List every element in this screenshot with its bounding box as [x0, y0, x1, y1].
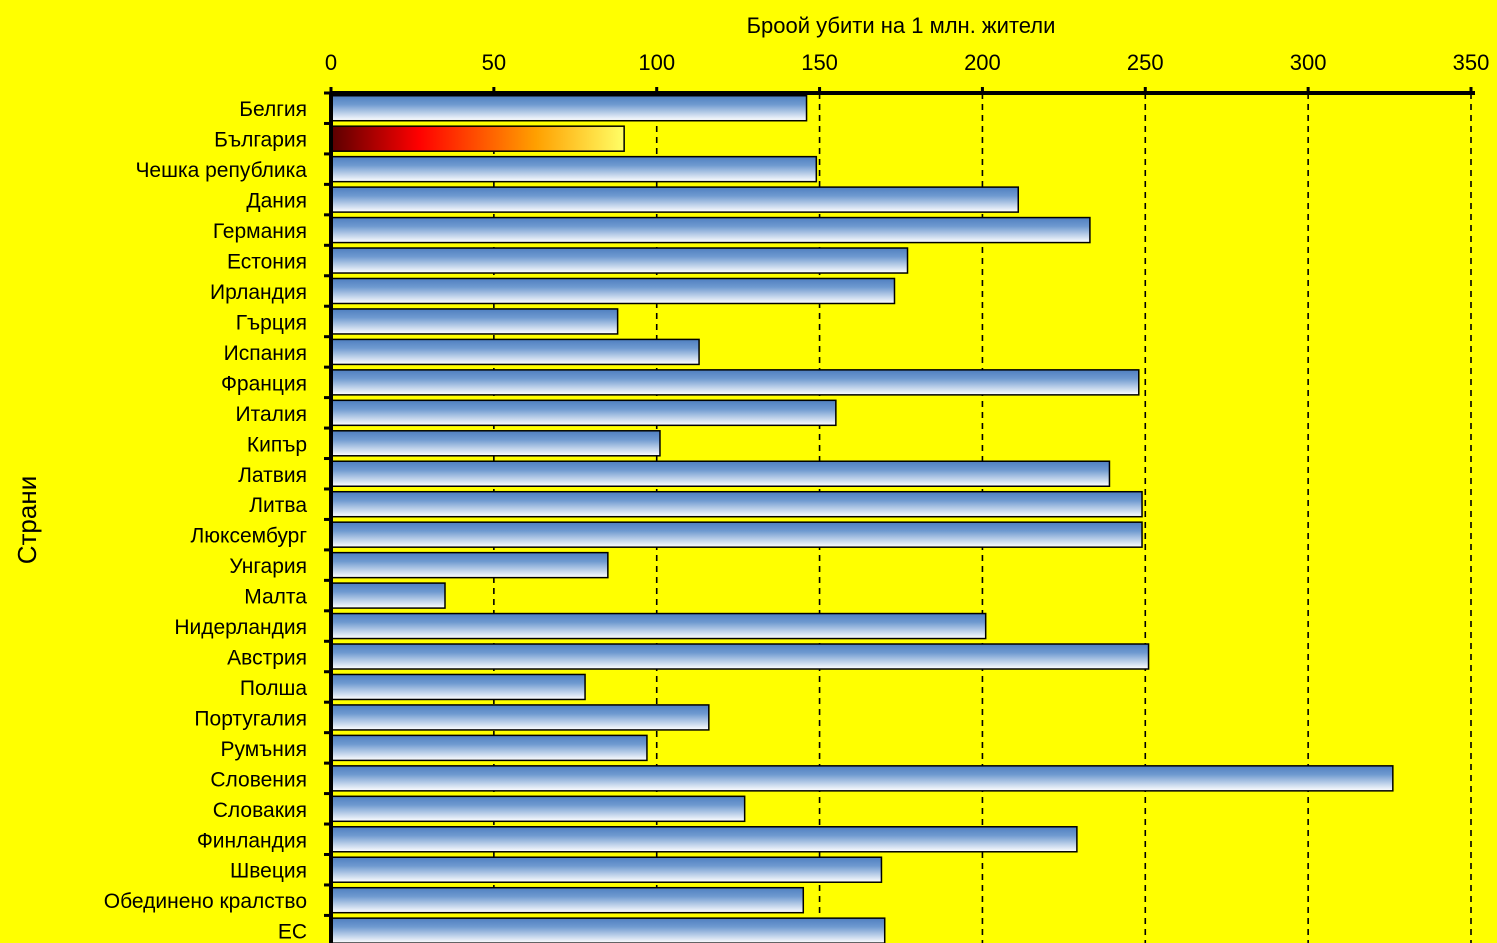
bar-8 [330, 338, 700, 366]
bar-6 [330, 277, 896, 305]
category-label-3: Дания [246, 190, 307, 213]
bar-18 [330, 643, 1150, 670]
category-label-25: Швеция [230, 860, 307, 883]
category-label-1: България [214, 129, 307, 152]
bar-1 [330, 125, 625, 152]
category-label-4: Германия [213, 220, 307, 243]
x-tick-label-150: 150 [801, 50, 838, 75]
bar-20 [330, 704, 710, 731]
x-tick-label-50: 50 [482, 50, 506, 75]
bar-12 [330, 460, 1111, 487]
category-label-0: Белгия [239, 98, 307, 121]
bar-25 [330, 856, 883, 883]
category-label-7: Гърция [236, 311, 307, 334]
axes-group [324, 87, 1475, 943]
category-label-19: Полша [240, 677, 307, 700]
category-label-8: Испания [224, 342, 307, 365]
category-label-10: Италия [235, 403, 307, 426]
category-label-24: Финландия [197, 829, 307, 852]
bar-26 [330, 886, 805, 914]
bar-22 [330, 765, 1394, 792]
bars-group [330, 94, 1394, 943]
x-tick-label-200: 200 [964, 50, 1001, 75]
bar-17 [330, 612, 987, 640]
category-label-23: Словакия [213, 799, 307, 822]
category-label-22: Словения [210, 768, 307, 791]
x-tick-labels: 0 50 100 150 200 250 300 350 [325, 50, 1489, 75]
x-tick-label-0: 0 [325, 50, 337, 75]
category-label-9: Франция [221, 372, 307, 395]
bar-11 [330, 430, 661, 457]
category-label-6: Ирландия [210, 281, 307, 304]
category-label-2: Чешка република [135, 159, 307, 182]
category-label-12: Латвия [238, 464, 307, 487]
x-axis-title: Броой убити на 1 млн. жители [747, 13, 1056, 38]
category-label-17: Нидерландия [174, 616, 307, 639]
bar-14 [330, 521, 1143, 548]
category-label-20: Португалия [194, 707, 307, 730]
bar-16 [330, 582, 446, 609]
bar-4 [330, 216, 1091, 244]
bar-9 [330, 369, 1140, 396]
bar-15 [330, 551, 609, 579]
bar-0 [330, 94, 808, 122]
category-label-26: Обединено кралство [104, 890, 307, 913]
x-tick-label-250: 250 [1127, 50, 1164, 75]
category-label-18: Австрия [227, 647, 307, 670]
category-label-27: ЕС [278, 921, 307, 943]
bar-3 [330, 186, 1020, 213]
category-label-5: Естония [227, 251, 307, 274]
category-label-15: Унгария [229, 555, 307, 578]
category-label-21: Румъния [220, 738, 307, 761]
x-tick-label-300: 300 [1290, 50, 1327, 75]
bar-21 [330, 734, 648, 762]
bar-23 [330, 795, 746, 823]
y-axis-title: Страни [12, 476, 42, 565]
category-label-14: Люксембург [190, 525, 307, 548]
bar-27 [330, 917, 886, 943]
bar-13 [330, 490, 1143, 518]
bar-19 [330, 673, 586, 701]
category-labels: Белгия България Чешка република Дания Герман… [104, 98, 308, 943]
bar-5 [330, 247, 909, 274]
bar-2 [330, 155, 818, 183]
bar-7 [330, 308, 619, 335]
category-label-11: Кипър [247, 433, 307, 456]
x-tick-label-350: 350 [1453, 50, 1490, 75]
x-tick-label-100: 100 [638, 50, 675, 75]
bar-24 [330, 826, 1078, 853]
category-label-13: Литва [249, 494, 307, 517]
bar-10 [330, 399, 837, 427]
category-label-16: Малта [244, 586, 307, 609]
